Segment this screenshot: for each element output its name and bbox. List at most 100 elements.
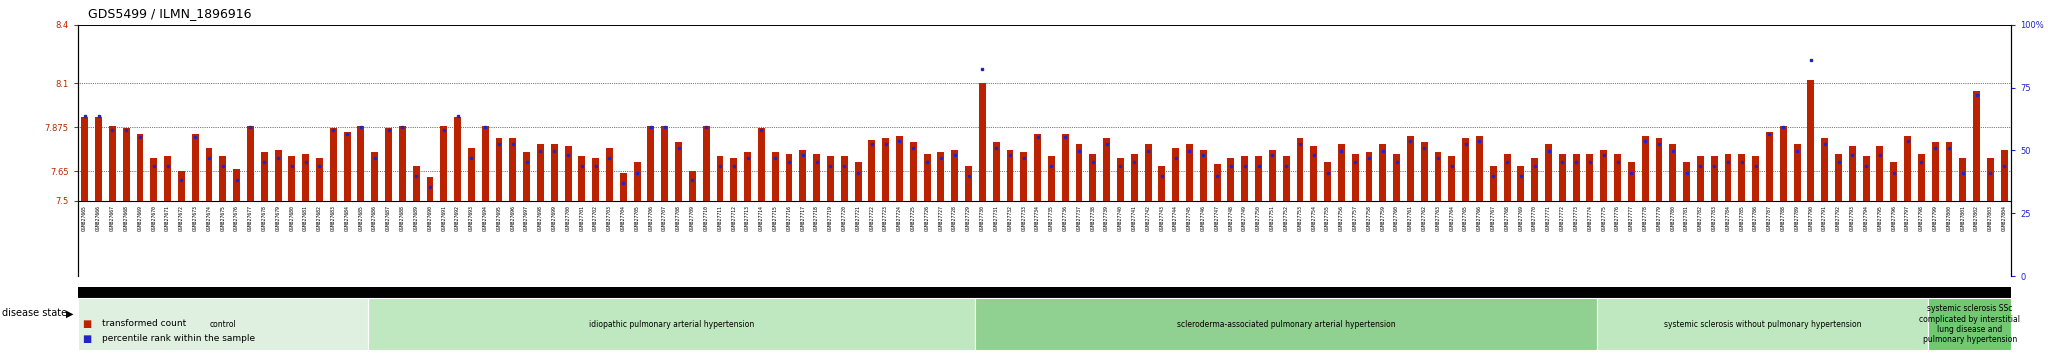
- Text: GSM827713: GSM827713: [745, 205, 750, 230]
- Bar: [909, 142, 918, 201]
- Text: GSM827799: GSM827799: [1933, 205, 1937, 230]
- Bar: [1987, 158, 1995, 201]
- Text: GSM827752: GSM827752: [1284, 205, 1288, 230]
- Text: GSM827697: GSM827697: [524, 205, 528, 230]
- Text: GSM827774: GSM827774: [1587, 205, 1593, 230]
- Bar: [827, 156, 834, 201]
- Bar: [786, 154, 793, 201]
- Text: GSM827667: GSM827667: [111, 205, 115, 230]
- Bar: [1171, 148, 1180, 201]
- Bar: [455, 117, 461, 201]
- Text: GSM827735: GSM827735: [1049, 205, 1055, 230]
- Bar: [82, 117, 88, 201]
- Text: GSM827670: GSM827670: [152, 205, 156, 230]
- Text: GSM827736: GSM827736: [1063, 205, 1067, 230]
- Bar: [1931, 142, 1939, 201]
- Text: scleroderma-associated pulmonary arterial hypertension: scleroderma-associated pulmonary arteria…: [1178, 320, 1395, 329]
- Bar: [1698, 156, 1704, 201]
- Text: GSM827678: GSM827678: [262, 205, 266, 230]
- Text: GSM827763: GSM827763: [1436, 205, 1440, 230]
- Text: GSM827688: GSM827688: [399, 205, 406, 230]
- Bar: [924, 154, 930, 201]
- Text: systemic sclerosis without pulmonary hypertension: systemic sclerosis without pulmonary hyp…: [1663, 320, 1862, 329]
- Bar: [137, 134, 143, 201]
- Bar: [1462, 138, 1468, 201]
- Bar: [1325, 162, 1331, 201]
- Bar: [565, 146, 571, 201]
- Text: GSM827749: GSM827749: [1243, 205, 1247, 230]
- Text: GSM827717: GSM827717: [801, 205, 805, 230]
- Text: GSM827798: GSM827798: [1919, 205, 1923, 230]
- Text: GSM827745: GSM827745: [1188, 205, 1192, 230]
- Bar: [219, 156, 225, 201]
- Bar: [1946, 142, 1952, 201]
- Bar: [592, 158, 600, 201]
- Bar: [717, 156, 723, 201]
- Text: GSM827804: GSM827804: [2001, 205, 2007, 230]
- Bar: [1710, 156, 1718, 201]
- Text: percentile rank within the sample: percentile rank within the sample: [102, 334, 256, 343]
- Bar: [1116, 158, 1124, 201]
- Bar: [1929, 298, 2011, 350]
- Bar: [1780, 126, 1786, 201]
- Bar: [358, 126, 365, 201]
- Bar: [621, 173, 627, 201]
- Text: GSM827698: GSM827698: [539, 205, 543, 230]
- Text: GSM827748: GSM827748: [1229, 205, 1233, 230]
- Bar: [1599, 150, 1608, 201]
- Text: disease state: disease state: [2, 308, 68, 318]
- Text: GSM827775: GSM827775: [1602, 205, 1606, 230]
- Text: GSM827731: GSM827731: [993, 205, 999, 230]
- Text: GSM827716: GSM827716: [786, 205, 791, 230]
- Text: GSM827705: GSM827705: [635, 205, 639, 230]
- Text: GSM827691: GSM827691: [440, 205, 446, 230]
- Bar: [1905, 136, 1911, 201]
- Bar: [1352, 154, 1358, 201]
- Text: GSM827759: GSM827759: [1380, 205, 1384, 230]
- Bar: [1104, 138, 1110, 201]
- Text: GSM827784: GSM827784: [1726, 205, 1731, 230]
- Bar: [1282, 156, 1290, 201]
- Text: GSM827668: GSM827668: [123, 205, 129, 230]
- Bar: [758, 129, 764, 201]
- Bar: [938, 152, 944, 201]
- Bar: [537, 144, 545, 201]
- Text: GSM827791: GSM827791: [1823, 205, 1827, 230]
- Text: GSM827718: GSM827718: [815, 205, 819, 230]
- Bar: [606, 148, 612, 201]
- Bar: [1669, 144, 1675, 201]
- Bar: [551, 144, 557, 201]
- Bar: [109, 126, 117, 201]
- Text: GSM827769: GSM827769: [1518, 205, 1524, 230]
- Text: GSM827757: GSM827757: [1352, 205, 1358, 230]
- Text: GSM827728: GSM827728: [952, 205, 956, 230]
- Bar: [1366, 152, 1372, 201]
- Bar: [1296, 138, 1303, 201]
- Bar: [702, 126, 709, 201]
- Text: GSM827719: GSM827719: [827, 205, 834, 230]
- Text: GSM827753: GSM827753: [1298, 205, 1303, 230]
- Text: GSM827747: GSM827747: [1214, 205, 1221, 230]
- Text: GSM827741: GSM827741: [1133, 205, 1137, 230]
- Bar: [426, 177, 434, 201]
- Bar: [522, 152, 530, 201]
- Bar: [1960, 158, 1966, 201]
- Text: GSM827708: GSM827708: [676, 205, 682, 230]
- Text: GSM827724: GSM827724: [897, 205, 901, 230]
- Text: GSM827682: GSM827682: [317, 205, 322, 230]
- Text: GSM827725: GSM827725: [911, 205, 915, 230]
- Text: GSM827762: GSM827762: [1421, 205, 1427, 230]
- Bar: [399, 126, 406, 201]
- Bar: [799, 150, 807, 201]
- Text: GSM827766: GSM827766: [1477, 205, 1483, 230]
- Text: GSM827770: GSM827770: [1532, 205, 1538, 230]
- Text: GSM827710: GSM827710: [705, 205, 709, 230]
- Text: GSM827711: GSM827711: [717, 205, 723, 230]
- Text: GSM827674: GSM827674: [207, 205, 211, 230]
- Bar: [2001, 150, 2007, 201]
- Text: GSM827760: GSM827760: [1395, 205, 1399, 230]
- Text: GSM827722: GSM827722: [868, 205, 874, 230]
- Bar: [289, 156, 295, 201]
- Bar: [1559, 154, 1567, 201]
- Bar: [1972, 91, 1980, 201]
